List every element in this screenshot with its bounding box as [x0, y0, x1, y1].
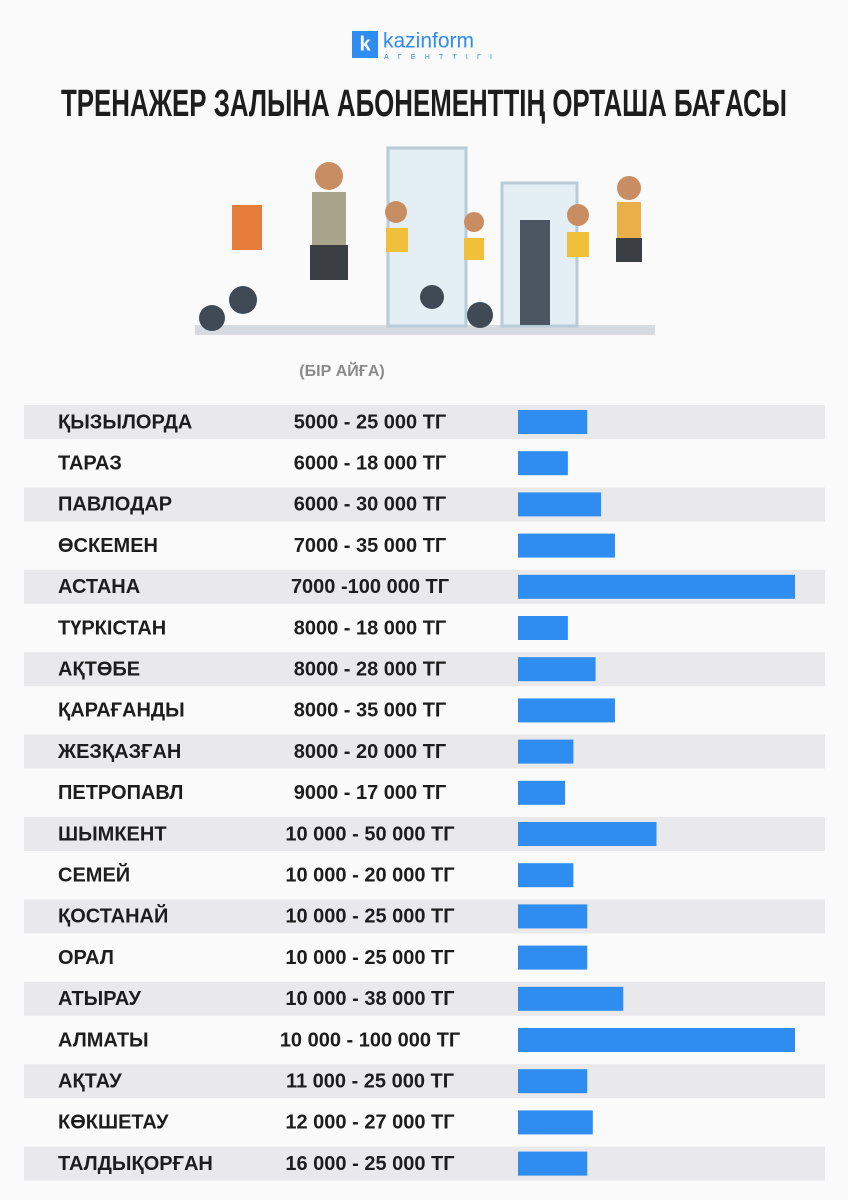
row-band [24, 1064, 825, 1099]
city-label: АҚТАУ [58, 1070, 122, 1092]
bar [518, 492, 602, 517]
logo-box [352, 31, 378, 58]
city-label: ПАВЛОДАР [58, 494, 172, 516]
bar [518, 986, 624, 1011]
city-label: ТАРАЗ [58, 452, 122, 474]
price-range: 10 000 - 20 000 ТГ [285, 864, 454, 886]
city-label: ТҮРКІСТАН [58, 617, 166, 639]
row-band [24, 652, 825, 687]
price-range: 8000 - 28 000 ТГ [294, 658, 447, 680]
price-range: 11 000 - 25 000 ТГ [286, 1070, 454, 1092]
row-band [24, 899, 825, 934]
price-range: 6000 - 18 000 ТГ [294, 452, 447, 474]
bar [518, 904, 588, 929]
city-label: ҚАРАҒАНДЫ [58, 700, 185, 722]
bar [518, 863, 574, 888]
price-range: 10 000 - 25 000 ТГ [285, 947, 454, 969]
city-label: ҚОСТАНАЙ [58, 904, 168, 928]
price-range: 8000 - 20 000 ТГ [294, 741, 447, 763]
city-label: АҚТӨБЕ [58, 658, 140, 680]
price-range: 10 000 - 25 000 ТГ [285, 906, 454, 928]
logo-letter: k [359, 33, 371, 55]
price-range: 8000 - 18 000 ТГ [294, 617, 447, 639]
price-range: 7000 -100 000 ТГ [291, 576, 449, 598]
row-band [24, 734, 825, 769]
city-label: КӨКШЕТАУ [58, 1112, 169, 1134]
price-range: 10 000 - 100 000 ТГ [280, 1029, 460, 1051]
price-range: 6000 - 30 000 ТГ [294, 494, 447, 516]
city-label: ЖЕЗҚАЗҒАН [57, 741, 181, 763]
city-label: ӨСКЕМЕН [58, 535, 158, 557]
row-band [24, 981, 825, 1016]
price-range: 9000 - 17 000 ТГ [294, 782, 447, 804]
price-range: 7000 - 35 000 ТГ [294, 535, 447, 557]
bar [518, 945, 588, 970]
bar [518, 698, 615, 723]
row-band [24, 405, 825, 439]
illustration [195, 146, 655, 335]
price-range: 10 000 - 38 000 ТГ [285, 988, 454, 1010]
city-label: АТЫРАУ [58, 988, 142, 1010]
row-band [24, 487, 825, 522]
bar [518, 1151, 588, 1176]
city-label: АЛМАТЫ [58, 1029, 149, 1051]
city-label: ҚЫЗЫЛОРДА [58, 411, 192, 433]
city-label: ПЕТРОПАВЛ [58, 782, 183, 804]
bar [518, 1069, 588, 1094]
bar [518, 657, 596, 682]
price-range: 5000 - 25 000 ТГ [294, 411, 447, 433]
bar [518, 1028, 795, 1052]
city-label: СЕМЕЙ [58, 862, 130, 886]
bar [518, 822, 657, 846]
logo-name: kazinform [383, 30, 474, 53]
row-band [24, 817, 825, 851]
logo-sub: АГЕНТТІГІ [384, 54, 492, 61]
city-label: ОРАЛ [58, 947, 114, 969]
price-range: 10 000 - 50 000 ТГ [285, 823, 454, 845]
price-range: 8000 - 35 000 ТГ [294, 700, 447, 722]
city-label: АСТАНА [58, 576, 140, 598]
price-range: 12 000 - 27 000 ТГ [285, 1112, 454, 1134]
chart-title: ТРЕНАЖЕР ЗАЛЫНА АБОНЕМЕНТТІҢ ОРТАША БАҒА… [61, 83, 787, 125]
city-label: ТАЛДЫҚОРҒАН [58, 1153, 213, 1175]
bar [518, 410, 588, 434]
bar [518, 780, 566, 805]
bar [518, 616, 568, 640]
city-label: ШЫМКЕНТ [58, 823, 167, 845]
price-range: 16 000 - 25 000 ТГ [285, 1153, 454, 1175]
row-band [24, 1146, 825, 1181]
bar [518, 739, 574, 764]
bar [518, 1110, 593, 1135]
bar [518, 533, 615, 558]
bar [518, 574, 795, 599]
subtitle: (БІР АЙҒА) [299, 361, 384, 380]
bar [518, 451, 568, 476]
